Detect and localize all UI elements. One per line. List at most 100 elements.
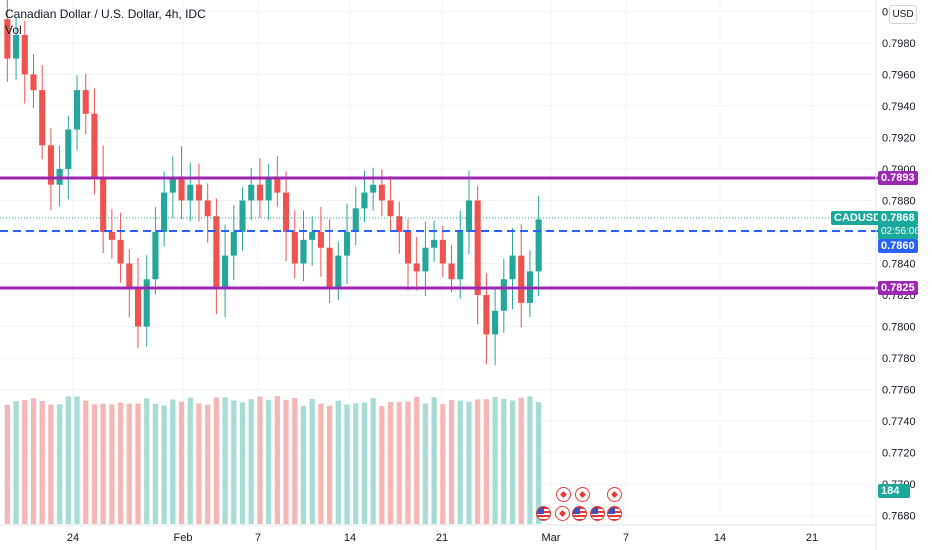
volume-bar [327, 405, 333, 524]
volume-bar [414, 396, 420, 524]
volume-bar [387, 401, 394, 524]
price-tick-label: 0.7740 [882, 416, 916, 428]
candle-body [117, 239, 124, 264]
candle-body [378, 184, 385, 201]
candle-body [4, 19, 11, 59]
last-price-tag: 0.7868 [878, 211, 918, 225]
volume-bar [161, 405, 167, 524]
volume-bar [518, 397, 524, 524]
volume-bar [178, 401, 185, 524]
candle-body [65, 129, 72, 169]
candle-body [256, 184, 263, 201]
price-tick-label: 0.7920 [882, 132, 916, 144]
time-tick-label: 7 [623, 532, 629, 544]
volume-bar [440, 404, 446, 524]
candle-body [30, 74, 37, 91]
us-flag-icon[interactable] [536, 506, 551, 521]
volume-bar [22, 400, 28, 524]
bar-countdown: 02:56:06 [878, 225, 920, 239]
canada-flag-icon[interactable] [575, 487, 590, 502]
volume-bar [509, 400, 516, 524]
price-tick-label: 0.7960 [882, 69, 916, 81]
candle-body [126, 263, 133, 288]
price-tick-label: 0.7780 [882, 353, 916, 365]
canada-flag-icon[interactable] [607, 487, 622, 502]
candle-body [82, 90, 89, 114]
volume-indicator-label[interactable]: Vol [5, 23, 22, 37]
candle-body [91, 113, 98, 177]
candle-body [343, 231, 351, 256]
volume-bar [300, 405, 307, 524]
time-tick-label: Mar [542, 532, 561, 544]
us-flag-icon[interactable] [590, 506, 605, 521]
support-price-tag[interactable]: 0.7825 [878, 281, 918, 295]
volume-bar [353, 403, 359, 524]
candle-body [413, 263, 420, 272]
candle-body [178, 176, 185, 201]
candle-body [152, 231, 159, 280]
candle-body [13, 34, 20, 59]
volume-bar [100, 403, 106, 524]
us-flag-icon[interactable] [607, 506, 622, 521]
time-tick-label: 24 [67, 532, 79, 544]
canada-flag-icon[interactable] [556, 487, 571, 502]
candle-body [387, 200, 394, 217]
candle-body [143, 279, 150, 327]
candle-body [47, 145, 54, 185]
candle-body [483, 295, 490, 335]
volume-bar [13, 400, 19, 524]
candle-body [500, 279, 507, 311]
candle-body [448, 263, 455, 280]
volume-bar [318, 403, 324, 524]
candle-body [161, 192, 168, 232]
time-tick-label: 21 [436, 532, 448, 544]
volume-bar [335, 400, 341, 524]
volume-value-tag: 184 [878, 484, 910, 498]
volume-bar [196, 403, 202, 524]
candle-body [222, 255, 229, 288]
price-tick-label: 0.7840 [882, 259, 916, 271]
candle-body [335, 255, 342, 288]
canada-flag-icon[interactable] [555, 506, 570, 521]
candle-body [204, 200, 211, 217]
candle-body [187, 184, 194, 201]
resistance-price-tag[interactable]: 0.7893 [878, 171, 918, 185]
dashed-level-tag[interactable]: 0.7860 [878, 239, 918, 253]
price-tick-label: 0.7980 [882, 38, 916, 50]
volume-bar [239, 402, 246, 524]
candle-body [474, 200, 481, 296]
candle-body [239, 200, 246, 232]
candle-body [492, 310, 499, 335]
volume-bars [4, 396, 542, 524]
volume-bar [57, 404, 63, 524]
candle-body [317, 231, 324, 248]
candle-body [300, 239, 307, 264]
currency-button[interactable]: USD [889, 5, 917, 24]
candle-body [361, 192, 368, 209]
candle-body [309, 231, 316, 240]
candle-body [230, 231, 237, 256]
us-flag-icon[interactable] [572, 506, 587, 521]
volume-bar [431, 397, 437, 524]
time-tick-label: 21 [806, 532, 818, 544]
volume-bar [274, 396, 280, 524]
candle-body [274, 176, 281, 193]
candle-body [21, 34, 28, 75]
volume-bar [292, 398, 298, 524]
price-tick-label: 0.7940 [882, 101, 916, 113]
time-tick-label: 14 [344, 532, 356, 544]
volume-bar [65, 396, 71, 524]
candle-body [283, 192, 290, 232]
volume-bar [536, 402, 542, 524]
volume-bar [213, 397, 219, 524]
candle-body [195, 184, 203, 201]
time-axis: 24 Feb 7 14 21 Mar 7 14 21 [67, 532, 818, 544]
volume-bar [422, 403, 429, 524]
volume-bar [361, 402, 368, 524]
volume-bar [257, 396, 263, 524]
symbol-title[interactable]: Canadian Dollar / U.S. Dollar, 4h, IDC [5, 7, 206, 21]
candle-body [169, 176, 176, 193]
price-tick-label: 0.7880 [882, 195, 916, 207]
volume-bar [222, 397, 228, 524]
